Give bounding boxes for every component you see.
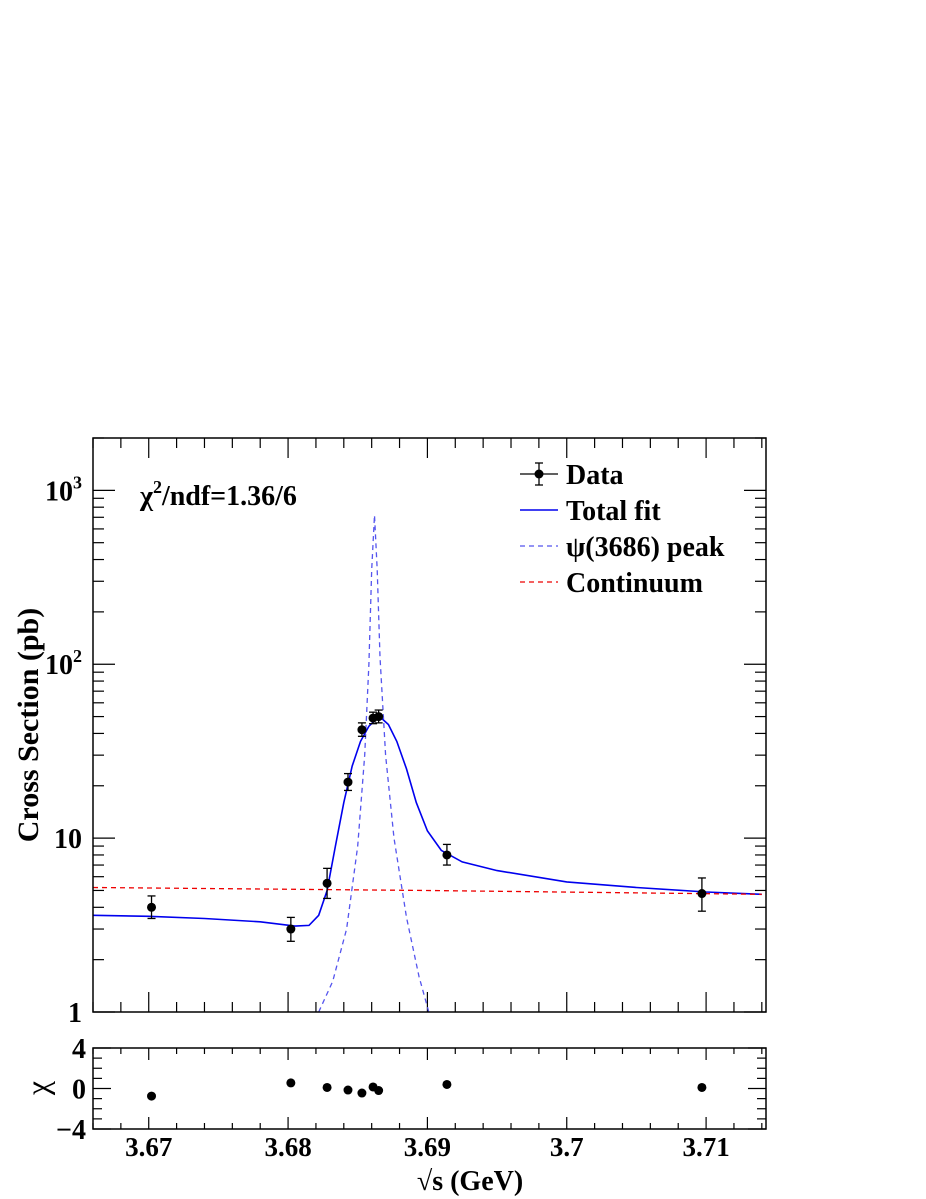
residual-panel: 4 0 −4 3.67 3.68 3.69 3.7 3.71 χ √s (GeV) [19,1034,767,1197]
y-axis-label: Cross Section (pb) [12,608,45,842]
x-axis-label-root: √s [417,1166,443,1197]
x-tick-labels: 3.67 3.68 3.69 3.7 3.71 [125,1132,730,1162]
data-marker [147,902,157,912]
residual-y-axis-label: χ [19,1080,55,1096]
residual-marker [343,1085,353,1095]
data-point [442,843,452,866]
residual-marker [697,1082,707,1092]
data-marker [343,777,353,787]
y-tick-label: 102 [45,646,82,681]
y-tick-label: 103 [45,472,82,507]
x-tick-label: 3.71 [682,1132,729,1162]
curve--3686-peak [318,515,430,1012]
x-tick-label: 3.67 [125,1132,172,1162]
residual-plot-frame [92,1047,767,1130]
x-tick-label: 3.7 [550,1132,584,1162]
res-y-tick-label: 0 [72,1075,86,1106]
residual-marker [357,1088,367,1098]
res-y-tick-label: −4 [56,1115,86,1146]
y-tick-label-exponent: 2 [73,646,82,666]
chi2-exponent: 2 [153,477,162,497]
y-tick-label-base: 1 [68,998,82,1029]
data-point [343,772,353,792]
residual-marker [286,1078,296,1088]
data-points [147,709,707,942]
data-marker [322,878,332,888]
residual-marker [442,1079,452,1089]
legend-entry: Data [520,460,624,491]
y-tick-label: 1 [68,998,82,1029]
data-marker [286,924,296,934]
data-marker [357,725,367,735]
data-point [697,877,707,912]
residual-marker [147,1091,157,1101]
x-tick-label: 3.68 [264,1132,311,1162]
legend-entry: Continuum [520,568,703,599]
residual-points [147,1078,707,1101]
y-tick-label: 10 [54,824,82,855]
y-tick-label-base: 10 [54,824,82,855]
data-point [357,722,367,737]
data-marker [374,712,384,722]
legend-entry: Total fit [520,496,661,527]
res-y-tick-label: 4 [72,1034,86,1065]
data-point [147,895,157,920]
main-axis-ticks [92,437,766,1013]
residual-axis-ticks [92,1047,766,1130]
legend-entry: ψ(3686) peak [520,532,725,563]
legend-label: Data [566,460,624,491]
legend-label: ψ(3686) peak [566,532,725,563]
x-tick-label: 3.69 [404,1132,451,1162]
legend-label: Total fit [566,496,661,527]
data-marker [442,850,452,860]
y-tick-label-base: 10 [45,476,73,507]
chi2-suffix: /ndf=1.36/6 [161,481,297,512]
legend-label: Continuum [566,568,703,599]
x-axis-label-rest: (GeV) [443,1166,523,1197]
x-axis-label: √s (GeV) [417,1166,523,1197]
y-tick-label-base: 10 [45,650,73,681]
chi2-prefix: χ [139,481,154,512]
residual-y-tick-labels: 4 0 −4 [56,1034,86,1146]
y-tick-label-exponent: 3 [73,472,82,492]
data-marker [697,889,707,899]
legend-marker [534,469,544,479]
data-point [374,709,384,724]
curve-total-fit [93,717,762,927]
main-plot-frame [92,437,767,1013]
residual-marker [374,1086,384,1096]
curve-continuum [93,886,762,895]
chi2-annotation: χ2/ndf=1.36/6 [139,477,297,512]
residual-marker [322,1082,332,1092]
data-point [286,916,296,942]
data-point [322,867,332,900]
legend: Data Total fit ψ(3686) peak Continuum [520,460,725,599]
